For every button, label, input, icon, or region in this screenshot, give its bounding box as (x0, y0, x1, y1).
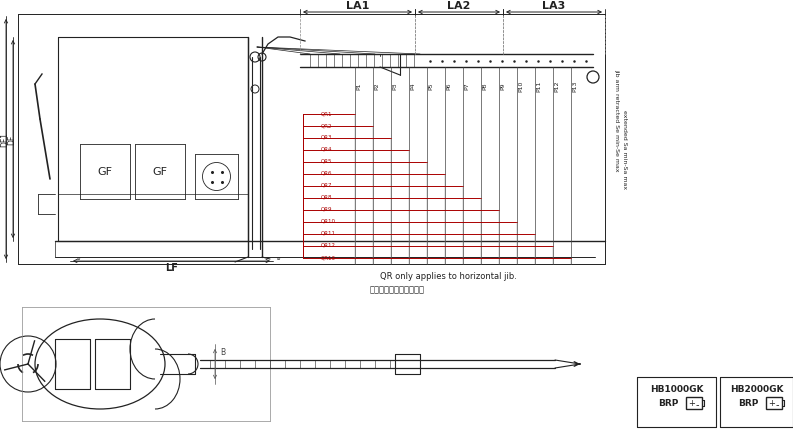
Text: P11: P11 (536, 80, 541, 92)
Text: QR9: QR9 (321, 207, 332, 211)
Text: GF: GF (98, 167, 113, 177)
Text: P7: P7 (464, 82, 469, 89)
Text: LA3: LA3 (542, 1, 565, 11)
Text: DF1: DF1 (1, 132, 10, 147)
Text: GF: GF (152, 167, 167, 177)
Text: LA1: LA1 (346, 1, 370, 11)
Text: P10: P10 (518, 80, 523, 92)
Text: -: - (695, 399, 699, 409)
Text: QR2: QR2 (321, 123, 332, 128)
Text: QR8: QR8 (321, 194, 332, 200)
Text: P6: P6 (446, 82, 451, 89)
Bar (767, 397, 783, 409)
Text: LA2: LA2 (447, 1, 471, 11)
Text: P8: P8 (482, 82, 487, 89)
Text: HB1000GK: HB1000GK (649, 385, 703, 394)
Bar (687, 397, 703, 409)
Text: QR12: QR12 (321, 243, 336, 247)
Text: QR10: QR10 (321, 218, 336, 224)
Text: HB2000GK: HB2000GK (730, 385, 783, 394)
Text: +: + (688, 398, 695, 408)
Text: P5: P5 (428, 82, 433, 89)
Text: QR11: QR11 (321, 230, 336, 236)
Text: BRP: BRP (738, 398, 759, 408)
Text: DF: DF (7, 135, 17, 145)
Text: jib arm retracted Se min-Se max: jib arm retracted Se min-Se max (615, 69, 619, 171)
Text: P2: P2 (374, 82, 379, 89)
Text: P4: P4 (410, 82, 415, 89)
Text: BRP: BRP (658, 398, 679, 408)
Text: QR6: QR6 (321, 171, 332, 176)
Text: +: + (768, 398, 775, 408)
Text: QR13: QR13 (321, 254, 336, 260)
Text: B: B (220, 348, 225, 357)
Text: P13: P13 (572, 80, 577, 92)
Text: QR only applies to horizontal jib.: QR only applies to horizontal jib. (380, 272, 517, 281)
Text: P12: P12 (554, 80, 559, 92)
Text: QR3: QR3 (321, 135, 332, 140)
Text: LF: LF (165, 263, 178, 273)
Text: P9: P9 (500, 82, 505, 89)
Text: P1: P1 (356, 82, 361, 89)
Text: QR7: QR7 (321, 183, 332, 187)
Text: QR1: QR1 (321, 111, 332, 116)
Text: QR4: QR4 (321, 147, 332, 151)
Text: P3: P3 (392, 82, 397, 89)
Text: QR5: QR5 (321, 159, 332, 164)
Text: -: - (776, 399, 780, 409)
Text: ⌀: ⌀ (277, 255, 280, 260)
Text: 请看不同位置的起重量图: 请看不同位置的起重量图 (370, 285, 425, 294)
Text: extended Sa min-Sa max: extended Sa min-Sa max (623, 110, 627, 189)
Text: ⌀: ⌀ (76, 255, 79, 260)
